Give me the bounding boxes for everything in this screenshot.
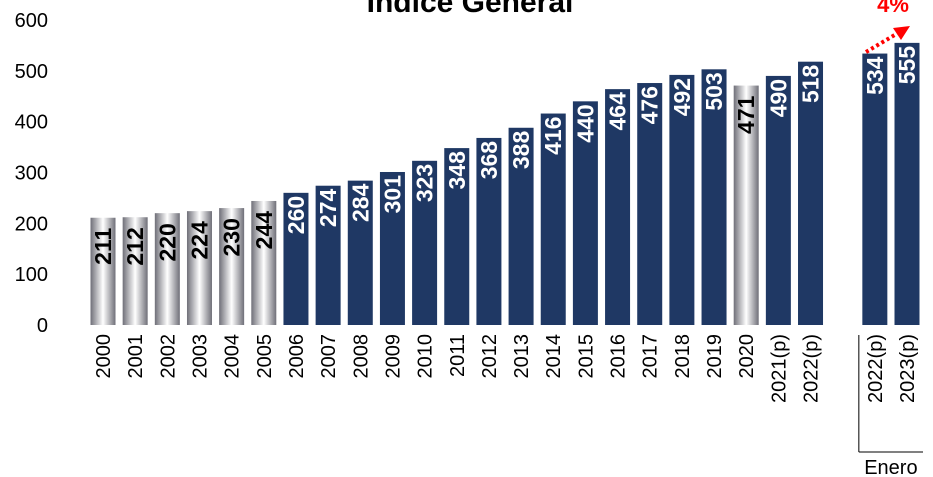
group-label: Enero (864, 457, 917, 477)
value-label: 492 (669, 78, 695, 116)
bar (219, 208, 245, 325)
bar (765, 75, 791, 326)
x-tick-label: 2002 (157, 334, 179, 379)
bar (701, 69, 727, 325)
bar (315, 185, 341, 325)
y-tick-label: 400 (15, 112, 48, 134)
x-tick-label: 2020 (736, 334, 758, 379)
bar (637, 83, 663, 326)
value-label: 274 (315, 189, 341, 228)
x-tick-label: 2007 (318, 334, 340, 379)
value-label: 212 (122, 227, 148, 265)
annotation-arrowhead (893, 26, 910, 40)
x-tick-label: 2016 (608, 334, 630, 379)
x-tick-label: 2014 (543, 334, 565, 379)
value-label: 476 (637, 86, 663, 124)
value-label: 323 (412, 164, 438, 202)
value-label: 348 (444, 151, 470, 190)
value-label: 368 (476, 141, 502, 180)
bar (251, 200, 277, 325)
chart-title: Índice General (367, 0, 574, 19)
x-tick-label: 2013 (511, 334, 533, 379)
x-tick-label: 2023(p) (897, 334, 919, 403)
value-label: 534 (862, 56, 888, 95)
bar (540, 113, 566, 326)
y-tick-label: 600 (15, 10, 48, 32)
value-label: 301 (379, 175, 405, 214)
value-label: 224 (186, 221, 212, 260)
x-tick-label: 2010 (415, 334, 437, 379)
bar (894, 42, 920, 325)
value-label: 388 (508, 131, 534, 170)
x-tick-label: 2018 (672, 334, 694, 379)
bar (476, 137, 502, 325)
value-label: 284 (347, 183, 373, 222)
bar (572, 101, 598, 325)
x-tick-label: 2022(p) (801, 334, 823, 403)
y-tick-label: 100 (15, 264, 48, 286)
value-label: 244 (251, 211, 277, 250)
value-label: 230 (219, 218, 245, 256)
bar (154, 213, 180, 325)
x-tick-label: 2006 (286, 334, 308, 379)
y-tick-label: 0 (37, 315, 48, 337)
value-label: 503 (701, 72, 727, 110)
bar (605, 89, 631, 325)
bar (379, 171, 405, 325)
bar (862, 53, 888, 326)
x-tick-label: 2008 (350, 334, 372, 379)
x-tick-label: 2004 (222, 334, 244, 379)
x-tick-label: 2009 (382, 334, 404, 379)
bar (444, 148, 470, 325)
bar (90, 217, 116, 325)
value-label: 440 (572, 104, 598, 142)
x-tick-label: 2005 (254, 334, 276, 379)
bar (733, 85, 759, 325)
x-tick-label: 2000 (93, 334, 115, 379)
bar (283, 192, 309, 325)
value-label: 490 (765, 79, 791, 117)
value-label: 220 (154, 223, 180, 261)
bar (798, 61, 824, 325)
value-label: 464 (605, 92, 631, 131)
value-label: 416 (540, 117, 566, 155)
y-tick-label: 500 (15, 61, 48, 83)
bar (122, 217, 148, 325)
annotation-arrow (864, 31, 900, 54)
x-tick-label: 2003 (189, 334, 211, 379)
value-label: 260 (283, 196, 309, 234)
y-tick-label: 300 (15, 163, 48, 185)
x-tick-label: 2001 (125, 334, 147, 379)
bar (508, 127, 534, 326)
x-tick-label: 2021(p) (768, 334, 790, 403)
bar (412, 160, 438, 325)
bar (669, 74, 695, 326)
bar (186, 211, 212, 325)
value-label: 518 (798, 64, 824, 103)
value-label: 555 (894, 46, 920, 85)
x-tick-label: 2019 (704, 334, 726, 379)
x-tick-label: 2017 (640, 334, 662, 379)
value-label: 471 (733, 95, 759, 134)
x-tick-label: 2022(p) (865, 334, 887, 403)
y-tick-label: 200 (15, 213, 48, 235)
x-tick-label: 2011 (447, 334, 469, 377)
value-label: 211 (90, 228, 116, 265)
x-tick-label: 2015 (575, 334, 597, 379)
annotation: 4% (877, 0, 909, 17)
x-tick-label: 2012 (479, 334, 501, 379)
bar (347, 180, 373, 325)
